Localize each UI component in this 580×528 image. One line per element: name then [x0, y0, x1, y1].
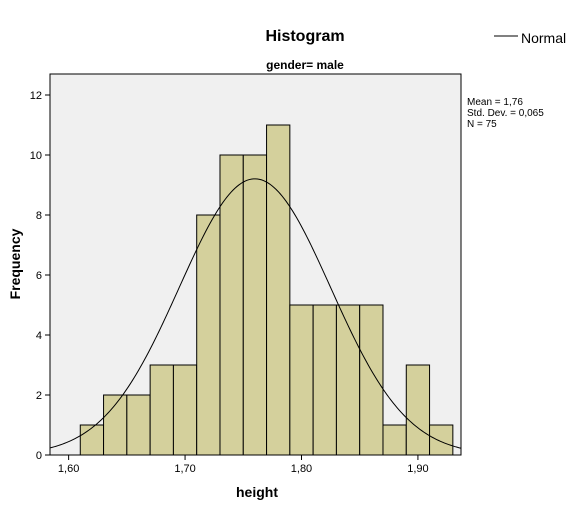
histogram-bar [219, 154, 244, 456]
y-tick-label: 6 [36, 270, 42, 282]
x-axis: 1,60 1,70 1,80 1,90 [58, 455, 429, 475]
histogram-bar [196, 214, 221, 456]
x-axis-title: height [236, 484, 278, 500]
y-tick-label: 8 [36, 210, 42, 222]
x-tick-label: 1,80 [291, 463, 312, 475]
y-tick-label: 12 [30, 90, 42, 102]
histogram-bar [429, 424, 454, 456]
y-tick-label: 4 [36, 330, 42, 342]
legend-normal-label: Normal [521, 30, 566, 46]
bars-group [79, 124, 454, 456]
y-axis-title: Frequency [7, 228, 23, 299]
histogram-bar [266, 124, 291, 456]
stats-box: Mean = 1,76 Std. Dev. = 0,065 N = 75 [467, 97, 544, 130]
histogram-bar [79, 424, 105, 456]
histogram-bar [405, 364, 431, 456]
y-axis: 0 2 4 6 8 10 12 [30, 90, 50, 462]
histogram-bar [312, 304, 337, 456]
histogram-bar [242, 154, 268, 456]
histogram-bar [289, 304, 314, 456]
plot-frame [49, 73, 462, 456]
stat-n: N = 75 [467, 119, 497, 130]
histogram-bar [149, 364, 174, 456]
x-tick-label: 1,90 [407, 463, 428, 475]
chart-title: Histogram [265, 28, 344, 45]
y-tick-label: 2 [36, 390, 42, 402]
histogram-bar [382, 424, 407, 456]
chart-subtitle: gender= male [266, 58, 344, 72]
legend: Normal [494, 30, 566, 46]
y-tick-label: 10 [30, 150, 42, 162]
histogram-bar [335, 304, 361, 456]
x-tick-label: 1,70 [174, 463, 195, 475]
histogram-bar [359, 304, 384, 456]
x-tick-label: 1,60 [58, 463, 79, 475]
histogram-bar [172, 364, 198, 456]
stat-std-dev: Std. Dev. = 0,065 [467, 108, 544, 119]
y-tick-label: 0 [36, 450, 42, 462]
stat-mean: Mean = 1,76 [467, 97, 523, 108]
histogram-bar [126, 394, 151, 456]
normal-curve-line [49, 178, 462, 449]
